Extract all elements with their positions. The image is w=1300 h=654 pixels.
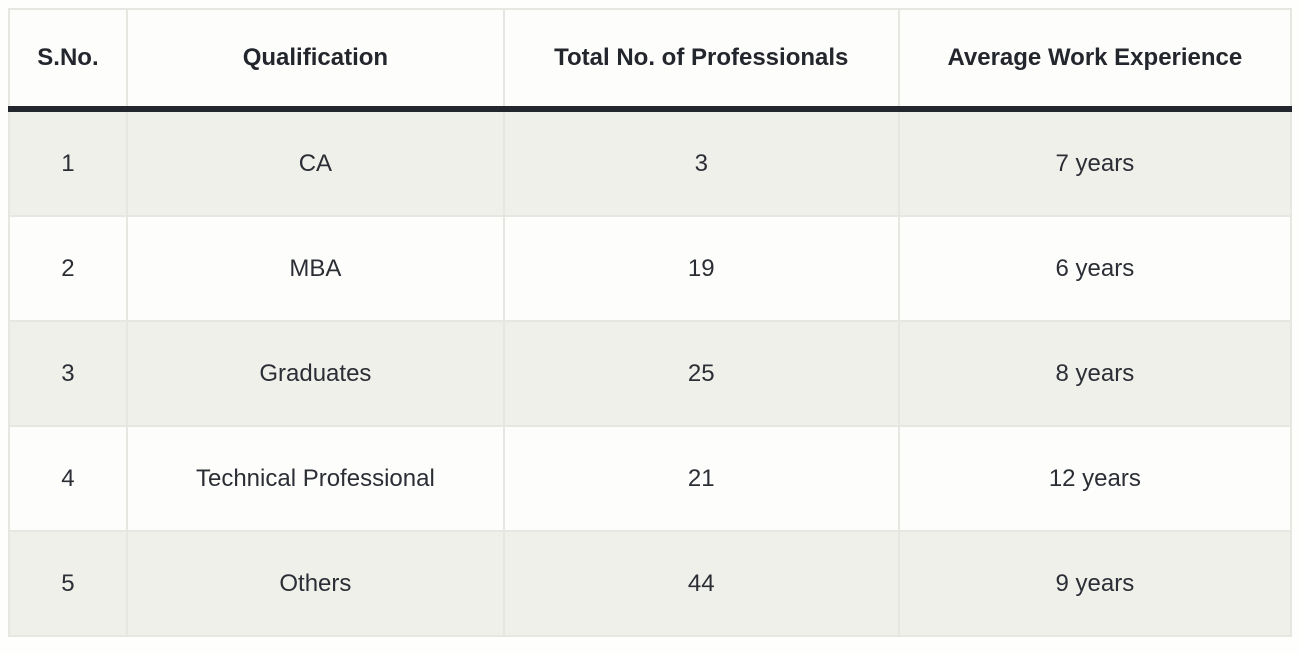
table-row: 5 Others 44 9 years xyxy=(8,530,1293,637)
cell-total: 21 xyxy=(502,425,900,532)
table-row: 2 MBA 19 6 years xyxy=(8,215,1293,322)
cell-qualification: MBA xyxy=(125,215,505,322)
cell-sno: 5 xyxy=(8,530,128,637)
header-row: S.No. Qualification Total No. of Profess… xyxy=(8,8,1293,112)
column-header-qualification: Qualification xyxy=(125,8,505,112)
cell-sno: 2 xyxy=(8,215,128,322)
cell-total: 3 xyxy=(502,108,900,217)
cell-qualification: Graduates xyxy=(125,320,505,427)
cell-qualification: Others xyxy=(125,530,505,637)
table-row: 1 CA 3 7 years xyxy=(8,108,1293,217)
cell-avg-experience: 7 years xyxy=(897,108,1293,217)
cell-sno: 3 xyxy=(8,320,128,427)
column-header-total-professionals: Total No. of Professionals xyxy=(502,8,900,112)
column-header-sno: S.No. xyxy=(8,8,128,112)
cell-qualification: CA xyxy=(125,108,505,217)
table-body: 1 CA 3 7 years 2 MBA 19 6 years 3 Gradua… xyxy=(8,108,1293,637)
cell-avg-experience: 12 years xyxy=(897,425,1293,532)
cell-total: 25 xyxy=(502,320,900,427)
column-header-avg-experience: Average Work Experience xyxy=(897,8,1293,112)
table-row: 3 Graduates 25 8 years xyxy=(8,320,1293,427)
table-header: S.No. Qualification Total No. of Profess… xyxy=(8,8,1293,112)
cell-avg-experience: 8 years xyxy=(897,320,1293,427)
table-row: 4 Technical Professional 21 12 years xyxy=(8,425,1293,532)
qualification-table: S.No. Qualification Total No. of Profess… xyxy=(8,8,1293,637)
cell-qualification: Technical Professional xyxy=(125,425,505,532)
cell-total: 19 xyxy=(502,215,900,322)
cell-sno: 1 xyxy=(8,108,128,217)
cell-sno: 4 xyxy=(8,425,128,532)
cell-avg-experience: 6 years xyxy=(897,215,1293,322)
cell-avg-experience: 9 years xyxy=(897,530,1293,637)
cell-total: 44 xyxy=(502,530,900,637)
